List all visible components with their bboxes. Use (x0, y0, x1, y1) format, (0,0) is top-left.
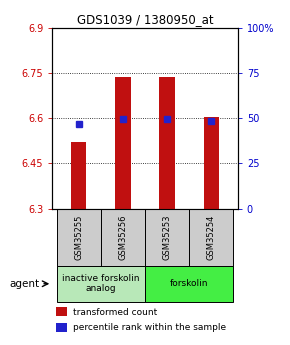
Bar (71, 142, 86, 209)
Text: GSM35255: GSM35255 (74, 215, 83, 260)
Bar (160, 77, 175, 209)
Bar (115, 77, 130, 209)
Bar (101, 209, 145, 266)
Bar (204, 117, 219, 209)
Text: agent: agent (10, 279, 40, 289)
Bar (189, 209, 233, 266)
Bar (57, 266, 145, 302)
Text: GSM35256: GSM35256 (118, 215, 127, 260)
Text: GSM35254: GSM35254 (207, 215, 216, 260)
Bar (145, 209, 189, 266)
Text: GSM35253: GSM35253 (163, 215, 172, 260)
Bar (56, 307, 67, 316)
Text: inactive forskolin
analog: inactive forskolin analog (62, 274, 139, 294)
Bar (56, 323, 67, 332)
Text: percentile rank within the sample: percentile rank within the sample (72, 324, 226, 333)
Bar (145, 266, 233, 302)
Title: GDS1039 / 1380950_at: GDS1039 / 1380950_at (77, 13, 213, 27)
Text: transformed count: transformed count (72, 307, 157, 316)
Text: forskolin: forskolin (170, 279, 209, 288)
Bar (57, 209, 101, 266)
